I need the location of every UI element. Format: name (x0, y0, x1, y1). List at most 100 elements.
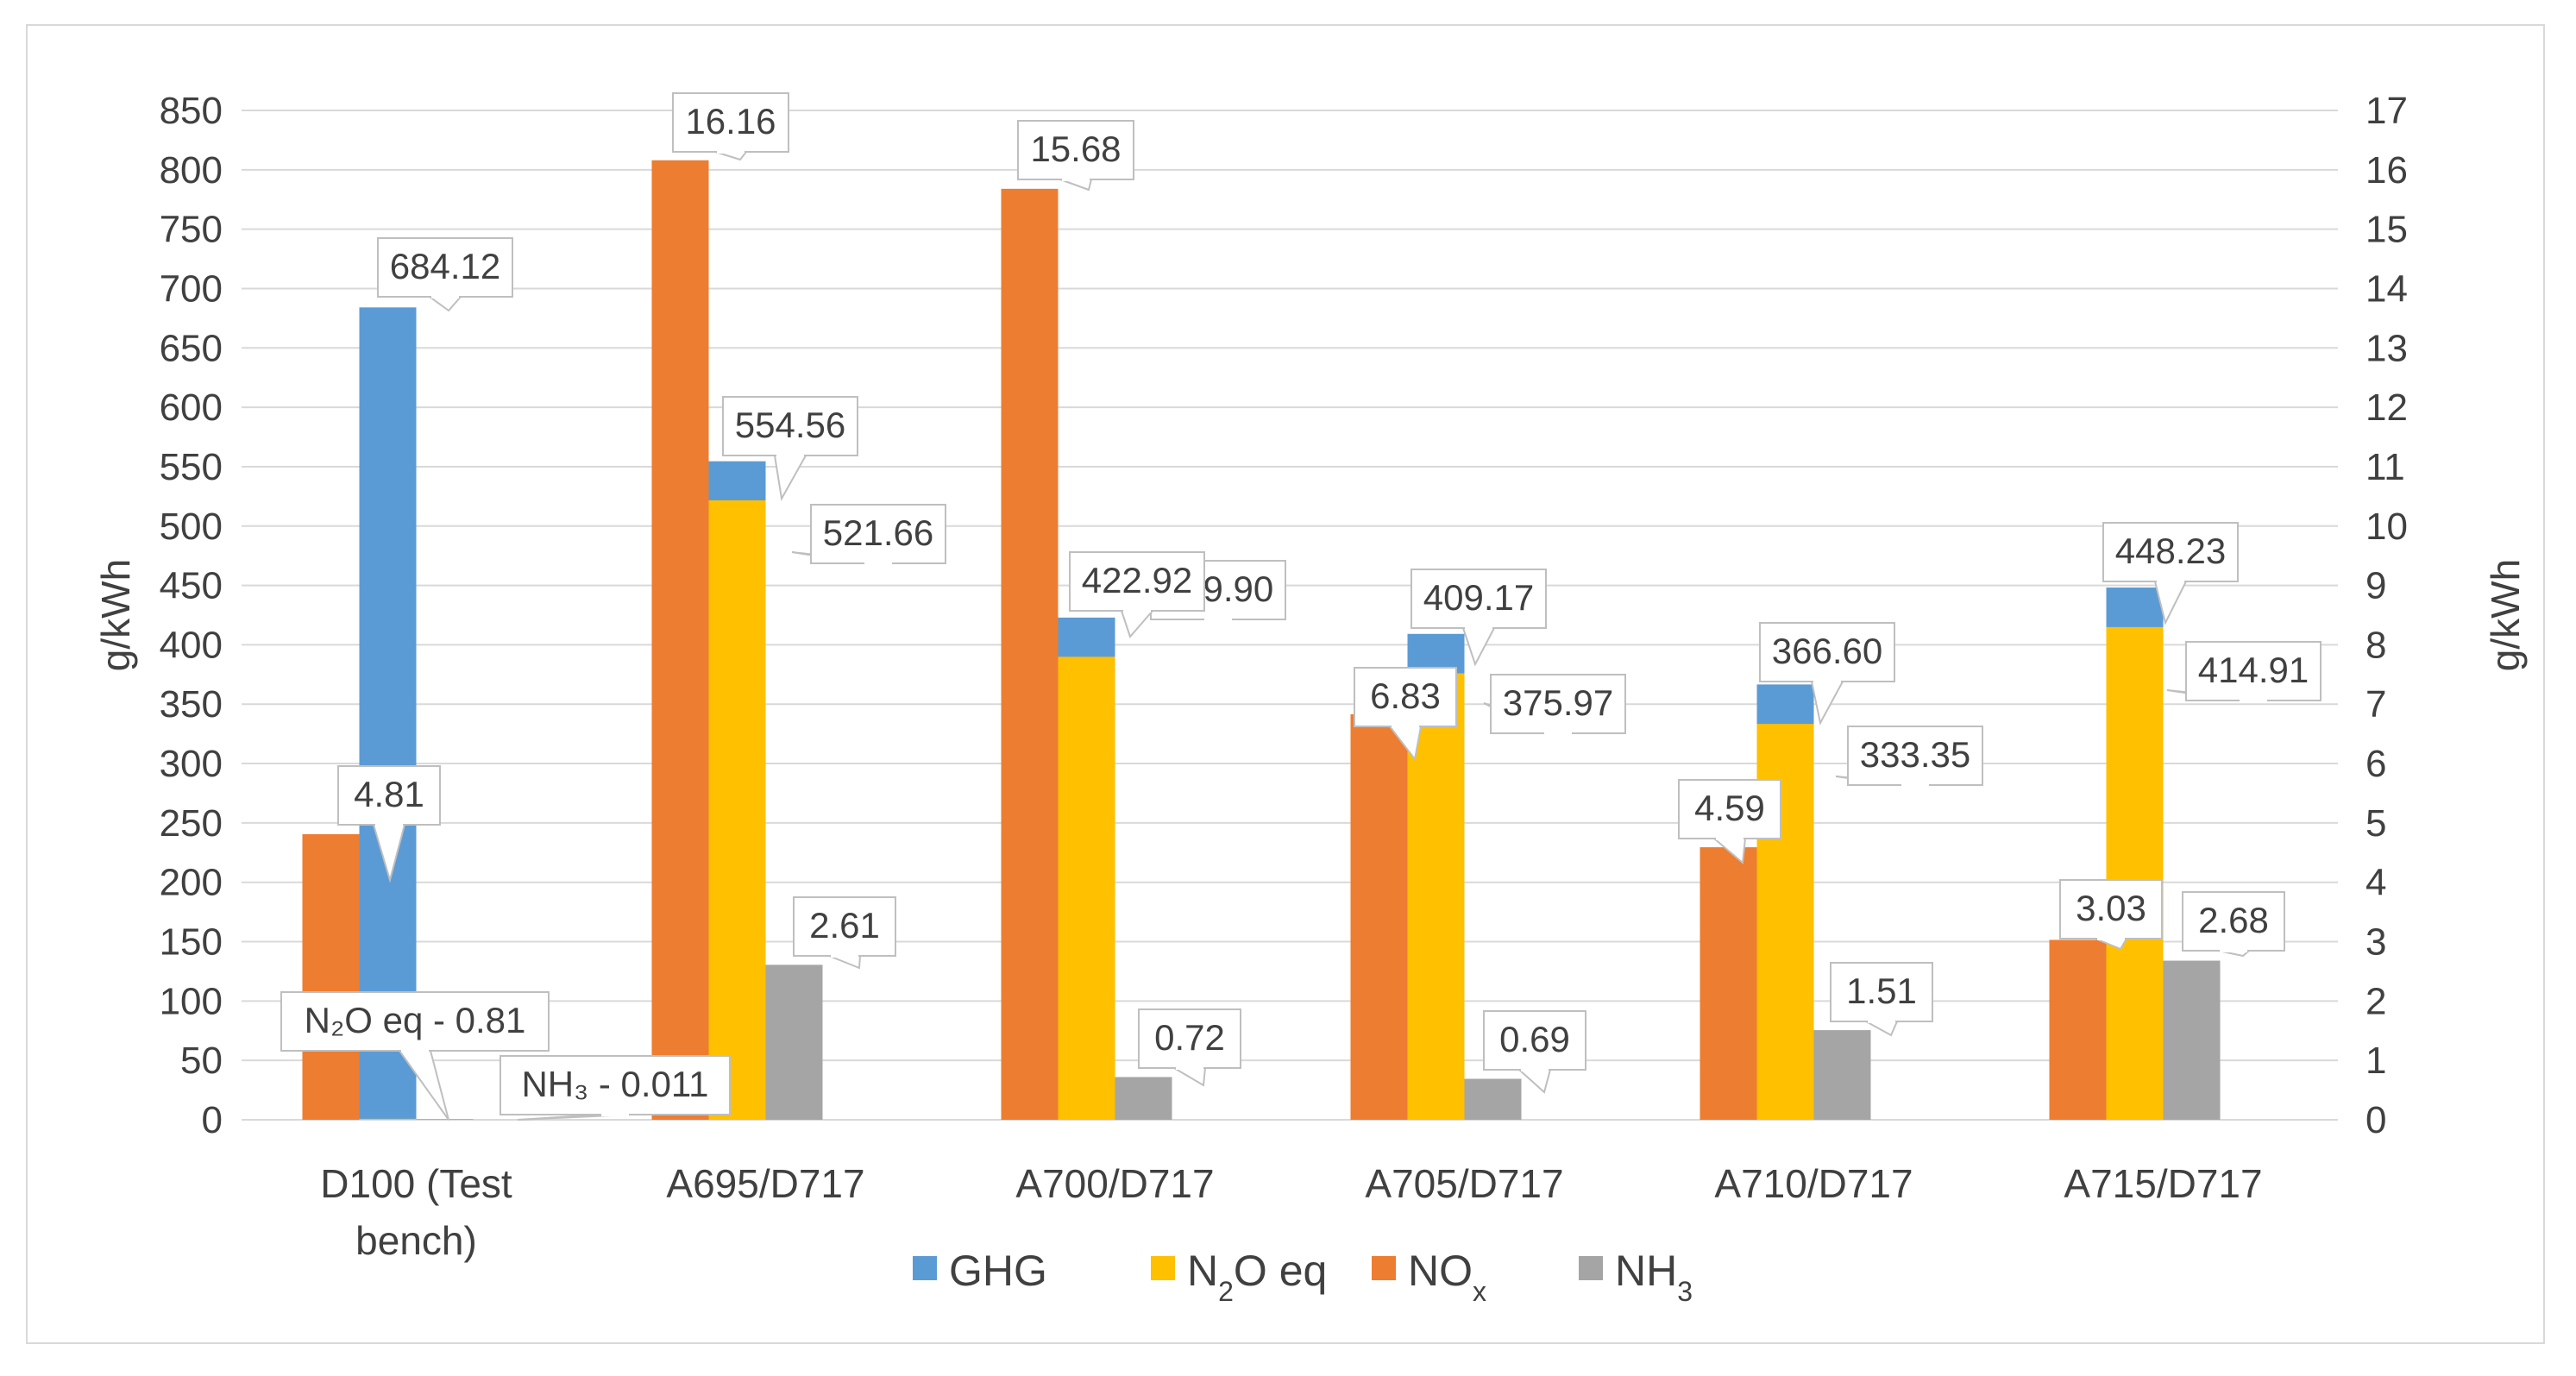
data-label-joint (1716, 837, 1744, 840)
data-label-joint (1204, 618, 1232, 621)
data-label-box (2182, 891, 2285, 952)
data-label: 1.51 (1846, 971, 1917, 1011)
right-axis-tick-label: 5 (2366, 802, 2386, 845)
data-label-pointer (1517, 1069, 1552, 1094)
nh3-bar (416, 1119, 474, 1120)
data-label: 414.91 (2198, 650, 2309, 690)
nh3-bar (1813, 1030, 1871, 1120)
data-label-joint (1544, 732, 1572, 735)
data-label-box (793, 896, 896, 957)
nox-bar (2049, 939, 2107, 1120)
data-label-joint (1392, 725, 1419, 728)
nh3-bar (1464, 1078, 1522, 1120)
data-label-joint (1465, 626, 1492, 630)
data-label-box (1830, 962, 1933, 1022)
data-label-joint (1901, 783, 1929, 787)
legend-label-nox: NOx (1408, 1247, 1486, 1307)
data-label: 15.68 (1030, 129, 1121, 169)
left-axis-tick-label: 550 (160, 446, 223, 488)
nox-bar (651, 160, 709, 1120)
n2o-eq-bar (1058, 657, 1115, 1120)
left-axis-tick-label: 400 (160, 624, 223, 666)
data-label: 2.61 (809, 905, 880, 946)
data-label-box (1411, 569, 1547, 629)
right-axis-tick-label: 13 (2366, 327, 2408, 369)
data-label: 4.59 (1694, 788, 1765, 828)
data-label: 0.69 (1499, 1019, 1570, 1059)
data-label: 16.16 (685, 101, 776, 141)
data-label-joint (2157, 580, 2184, 583)
left-axis-tick-label: 250 (160, 802, 223, 845)
left-axis-tick-label: 800 (160, 149, 223, 192)
legend-label-n2o: N2O eq (1187, 1247, 1327, 1307)
ghg-bar (359, 307, 417, 1120)
data-label: 375.97 (1503, 682, 1613, 723)
right-axis-tick-label: 2 (2366, 980, 2386, 1022)
data-label-box (1069, 551, 1205, 612)
data-label-joint (1521, 1068, 1549, 1071)
right-axis-tick-label: 11 (2366, 446, 2405, 488)
right-axis-tick-label: 1 (2366, 1040, 2386, 1082)
legend-label-nh3: NH3 (1615, 1247, 1693, 1307)
data-label-joint (864, 562, 892, 565)
data-label-box (1138, 1008, 1241, 1069)
right-axis-tick-label: 7 (2366, 683, 2386, 726)
data-label: 3.03 (2076, 888, 2146, 928)
right-axis-tick-label: 17 (2366, 90, 2408, 132)
data-label-joint (375, 823, 403, 826)
data-label: 409.17 (1423, 577, 1534, 618)
right-axis-tick-label: 0 (2366, 1099, 2386, 1141)
category-label: D100 (Test (320, 1161, 512, 1206)
right-axis-tick-label: 16 (2366, 149, 2408, 192)
data-label: 2.68 (2198, 900, 2269, 940)
data-label-pointer (1461, 627, 1496, 667)
data-label-box (2059, 879, 2163, 939)
category-label: A705/D717 (1365, 1161, 1563, 1206)
data-label-joint (2240, 699, 2267, 702)
n2o-eq-bar (359, 1118, 417, 1120)
data-label-box (337, 765, 441, 826)
right-axis-tick-label: 3 (2366, 921, 2386, 964)
data-label: 684.12 (390, 246, 500, 286)
right-axis-tick-label: 10 (2366, 506, 2408, 548)
data-label: 521.66 (823, 512, 933, 553)
nox-bar (302, 833, 360, 1120)
nh3-bar (765, 964, 823, 1120)
data-label-pointer (1810, 681, 1844, 726)
nox-bar (1700, 847, 1757, 1120)
data-label-box (722, 396, 858, 456)
data-label-box (1483, 1010, 1586, 1071)
data-label-box (2185, 641, 2322, 701)
data-label-joint (831, 954, 858, 958)
data-label-joint (401, 1049, 429, 1052)
left-axis-tick-label: 700 (160, 267, 223, 310)
left-axis-tick-label: 200 (160, 862, 223, 904)
data-label-joint (1123, 609, 1151, 613)
nox-bar (1350, 713, 1408, 1120)
left-axis-tick-label: 50 (180, 1040, 223, 1082)
data-label-joint (717, 150, 745, 154)
data-label-joint (776, 454, 804, 457)
category-label: A710/D717 (1714, 1161, 1913, 1206)
data-label-box (377, 237, 513, 298)
legend-swatch-nh3 (1579, 1256, 1603, 1280)
data-label-pointer (1120, 610, 1155, 638)
left-axis-tick-label: 150 (160, 921, 223, 964)
data-label-pointer (828, 955, 862, 970)
left-axis-tick-label: 300 (160, 743, 223, 785)
data-label-joint (1868, 1020, 1895, 1023)
data-label-box (1490, 674, 1626, 734)
right-axis-tick-label: 8 (2366, 624, 2386, 666)
left-axis-tick-label: 600 (160, 386, 223, 429)
left-axis-tick-label: 450 (160, 565, 223, 607)
data-label-pointer (1171, 1067, 1207, 1087)
left-axis-tick-label: 850 (160, 90, 223, 132)
data-label: 0.72 (1154, 1017, 1225, 1058)
data-label-box (672, 92, 789, 153)
left-axis-tick-label: 500 (160, 506, 223, 548)
category-label: bench) (355, 1218, 477, 1263)
data-label: 554.56 (735, 405, 845, 445)
nh3-bar (1115, 1077, 1172, 1120)
data-label: 448.23 (2115, 531, 2226, 571)
